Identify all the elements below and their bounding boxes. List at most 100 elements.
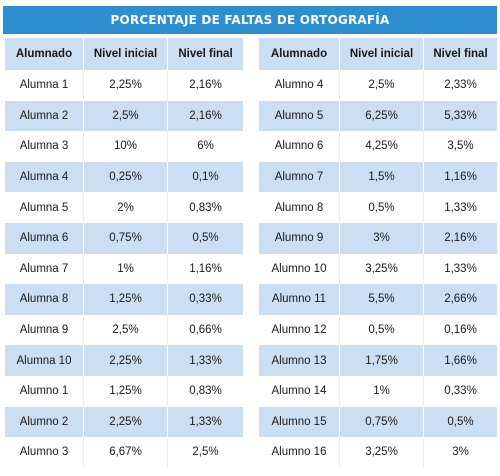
- cell-initial-level: 3%: [339, 222, 423, 254]
- cell-final-level: 2,16%: [167, 100, 243, 132]
- cell-final-level: 0,83%: [167, 192, 243, 223]
- cell-final-level: 1,33%: [167, 406, 243, 438]
- cell-final-level: 3%: [423, 437, 497, 468]
- cell-final-level: 0,16%: [423, 314, 497, 346]
- column-header-initial-level: Nivel inicial: [339, 38, 423, 70]
- cell-final-level: 2,66%: [423, 284, 497, 315]
- cell-final-level: 0,83%: [167, 375, 243, 407]
- cell-initial-level: 1,5%: [339, 161, 423, 193]
- table-row: Alumno 2 2,25% 1,33%: [5, 406, 243, 438]
- cell-initial-level: 0,25%: [83, 161, 167, 193]
- table-row: Alumno 7 1,5% 1,16%: [259, 161, 497, 193]
- cell-final-level: 3,5%: [423, 131, 497, 162]
- cell-final-level: 1,16%: [423, 161, 497, 193]
- table-row: Alumno 1 1,25% 0,83%: [5, 375, 243, 407]
- cell-final-level: 6%: [167, 131, 243, 162]
- table-row: Alumna 3 10% 6%: [5, 131, 243, 162]
- cell-initial-level: 6,67%: [83, 437, 167, 468]
- column-header-student: Alumnado: [259, 38, 339, 70]
- cell-final-level: 0,66%: [167, 314, 243, 346]
- cell-student: Alumno 4: [259, 70, 339, 101]
- table-row: Alumno 16 3,25% 3%: [259, 437, 497, 468]
- cell-initial-level: 2,5%: [83, 314, 167, 346]
- header-row: Alumnado Nivel inicial Nivel final: [5, 38, 243, 70]
- table-row: Alumno 15 0,75% 0,5%: [259, 406, 497, 438]
- cell-final-level: 1,33%: [423, 192, 497, 223]
- cell-initial-level: 0,5%: [339, 314, 423, 346]
- cell-student: Alumna 4: [5, 161, 83, 193]
- table-row: Alumno 4 2,5% 2,33%: [259, 70, 497, 101]
- cell-final-level: 1,33%: [167, 345, 243, 376]
- cell-initial-level: 2,25%: [83, 406, 167, 438]
- table-row: Alumna 8 1,25% 0,33%: [5, 284, 243, 315]
- table-row: Alumno 10 3,25% 1,33%: [259, 253, 497, 285]
- table-row: Alumno 12 0,5% 0,16%: [259, 314, 497, 346]
- cell-final-level: 0,33%: [423, 375, 497, 407]
- cell-student: Alumno 1: [5, 375, 83, 407]
- header-row: Alumnado Nivel inicial Nivel final: [259, 38, 497, 70]
- cell-initial-level: 10%: [83, 131, 167, 162]
- table-title: PORCENTAJE DE FALTAS DE ORTOGRAFÍA: [3, 6, 497, 34]
- cell-final-level: 1,16%: [167, 253, 243, 285]
- cell-student: Alumna 3: [5, 131, 83, 162]
- cell-student: Alumna 8: [5, 284, 83, 315]
- cell-initial-level: 0,75%: [83, 222, 167, 254]
- cell-student: Alumna 5: [5, 192, 83, 223]
- cell-final-level: 2,5%: [167, 437, 243, 468]
- cell-student: Alumno 12: [259, 314, 339, 346]
- cell-student: Alumno 7: [259, 161, 339, 193]
- cell-initial-level: 2,5%: [83, 100, 167, 132]
- cell-student: Alumna 9: [5, 314, 83, 346]
- cell-initial-level: 3,25%: [339, 437, 423, 468]
- table-row: Alumna 10 2,25% 1,33%: [5, 345, 243, 376]
- cell-student: Alumna 2: [5, 100, 83, 132]
- spelling-errors-table-right: Alumnado Nivel inicial Nivel final Alumn…: [259, 38, 497, 468]
- cell-initial-level: 0,5%: [339, 192, 423, 223]
- cell-final-level: 2,16%: [423, 222, 497, 254]
- cell-initial-level: 1,25%: [83, 284, 167, 315]
- cell-student: Alumno 15: [259, 406, 339, 438]
- cell-student: Alumno 11: [259, 284, 339, 315]
- cell-final-level: 0,1%: [167, 161, 243, 193]
- cell-final-level: 1,66%: [423, 345, 497, 376]
- table-row: Alumno 3 6,67% 2,5%: [5, 437, 243, 468]
- table-row: Alumna 1 2,25% 2,16%: [5, 70, 243, 101]
- table-row: Alumno 11 5,5% 2,66%: [259, 284, 497, 315]
- table-row: Alumna 9 2,5% 0,66%: [5, 314, 243, 346]
- table-row: Alumno 13 1,75% 1,66%: [259, 345, 497, 376]
- cell-initial-level: 0,75%: [339, 406, 423, 438]
- cell-student: Alumna 1: [5, 70, 83, 101]
- cell-initial-level: 1%: [339, 375, 423, 407]
- cell-student: Alumno 13: [259, 345, 339, 376]
- cell-student: Alumna 6: [5, 222, 83, 254]
- cell-final-level: 2,16%: [167, 70, 243, 101]
- cell-initial-level: 1%: [83, 253, 167, 285]
- table-row: Alumno 5 6,25% 5,33%: [259, 100, 497, 132]
- cell-final-level: 2,33%: [423, 70, 497, 101]
- table-row: Alumno 8 0,5% 1,33%: [259, 192, 497, 223]
- cell-initial-level: 6,25%: [339, 100, 423, 132]
- table-row: Alumna 7 1% 1,16%: [5, 253, 243, 285]
- cell-final-level: 5,33%: [423, 100, 497, 132]
- cell-student: Alumno 8: [259, 192, 339, 223]
- cell-student: Alumno 9: [259, 222, 339, 254]
- cell-student: Alumno 6: [259, 131, 339, 162]
- table-row: Alumno 9 3% 2,16%: [259, 222, 497, 254]
- cell-initial-level: 2,25%: [83, 70, 167, 101]
- cell-student: Alumno 5: [259, 100, 339, 132]
- cell-student: Alumno 3: [5, 437, 83, 468]
- column-header-final-level: Nivel final: [423, 38, 497, 70]
- cell-initial-level: 1,25%: [83, 375, 167, 407]
- table-row: Alumna 5 2% 0,83%: [5, 192, 243, 223]
- table-row: Alumno 14 1% 0,33%: [259, 375, 497, 407]
- spelling-errors-table-left: Alumnado Nivel inicial Nivel final Alumn…: [5, 38, 243, 468]
- cell-student: Alumno 2: [5, 406, 83, 438]
- cell-final-level: 0,33%: [167, 284, 243, 315]
- cell-initial-level: 4,25%: [339, 131, 423, 162]
- table-row: Alumno 6 4,25% 3,5%: [259, 131, 497, 162]
- table-row: Alumna 2 2,5% 2,16%: [5, 100, 243, 132]
- column-header-final-level: Nivel final: [167, 38, 243, 70]
- table-row: Alumna 6 0,75% 0,5%: [5, 222, 243, 254]
- cell-final-level: 0,5%: [423, 406, 497, 438]
- table-row: Alumna 4 0,25% 0,1%: [5, 161, 243, 193]
